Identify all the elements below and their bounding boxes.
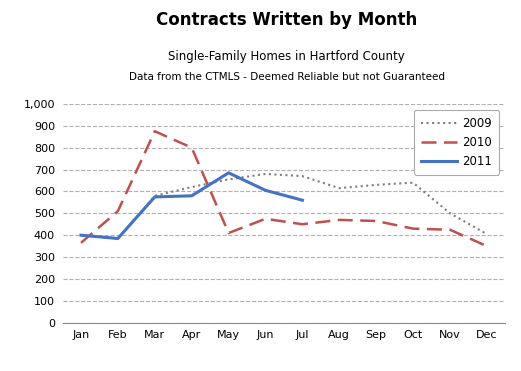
- 2010: [115, 209, 121, 213]
- 2009: [152, 194, 158, 198]
- Text: Contracts Written by Month: Contracts Written by Month: [156, 11, 417, 29]
- 2009: [410, 180, 416, 185]
- 2011: [299, 198, 305, 203]
- 2011: [115, 236, 121, 241]
- 2011: [152, 195, 158, 199]
- 2011: [189, 194, 195, 198]
- Line: 2010: 2010: [81, 131, 487, 246]
- 2010: [373, 219, 379, 223]
- 2011: [226, 171, 232, 175]
- Line: 2009: 2009: [81, 174, 487, 239]
- 2010: [299, 222, 305, 226]
- 2009: [484, 232, 490, 236]
- 2009: [115, 236, 121, 241]
- Text: Data from the CTMLS - Deemed Reliable but not Guaranteed: Data from the CTMLS - Deemed Reliable bu…: [129, 72, 444, 82]
- 2011: [263, 188, 269, 193]
- 2010: [78, 241, 84, 245]
- 2009: [336, 186, 342, 190]
- 2010: [336, 218, 342, 222]
- 2009: [373, 183, 379, 187]
- Legend: 2009, 2010, 2011: 2009, 2010, 2011: [414, 110, 500, 175]
- 2010: [447, 227, 453, 232]
- 2009: [189, 185, 195, 189]
- 2010: [226, 231, 232, 235]
- 2010: [263, 217, 269, 221]
- Line: 2011: 2011: [81, 173, 302, 239]
- 2009: [447, 211, 453, 216]
- 2011: [78, 233, 84, 237]
- 2009: [263, 172, 269, 176]
- 2010: [152, 129, 158, 134]
- Text: Single-Family Homes in Hartford County: Single-Family Homes in Hartford County: [168, 50, 405, 63]
- 2009: [299, 174, 305, 178]
- 2010: [484, 244, 490, 249]
- 2010: [189, 145, 195, 150]
- 2010: [410, 226, 416, 231]
- 2009: [78, 233, 84, 237]
- 2009: [226, 177, 232, 182]
